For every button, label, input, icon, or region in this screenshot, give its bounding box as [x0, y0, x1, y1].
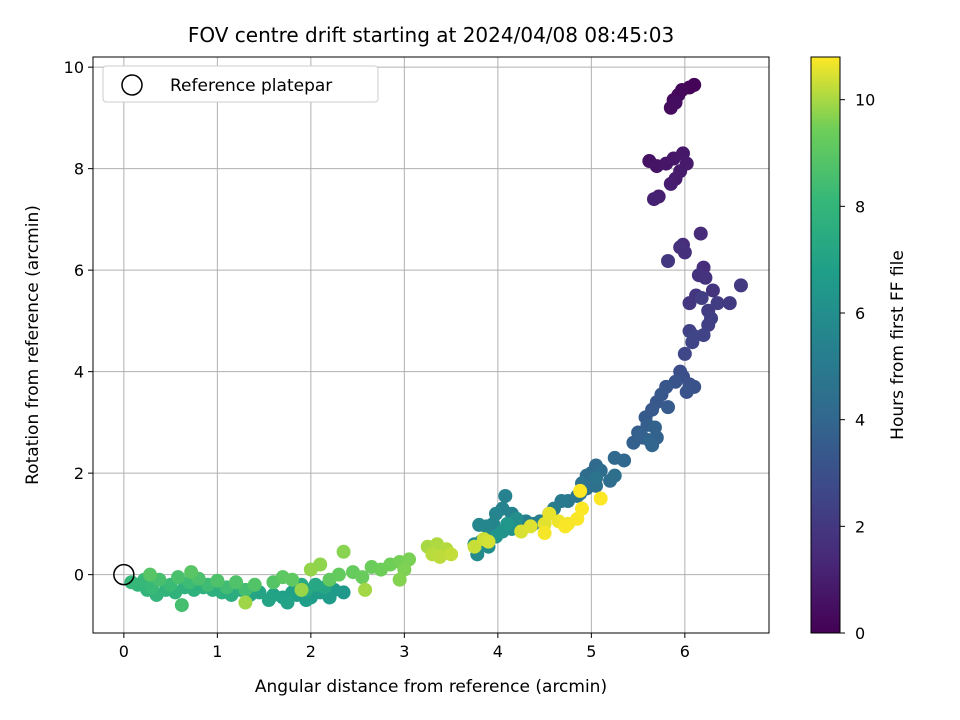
- data-points: [124, 77, 748, 613]
- data-point: [677, 346, 692, 361]
- data-point: [336, 544, 351, 559]
- data-point: [687, 329, 702, 344]
- data-point: [500, 516, 515, 531]
- data-point: [645, 438, 660, 453]
- data-point: [537, 526, 552, 541]
- data-point: [171, 570, 186, 585]
- data-point: [285, 572, 300, 587]
- chart-title: FOV centre drift starting at 2024/04/08 …: [188, 23, 674, 47]
- data-point: [184, 565, 199, 580]
- data-point: [444, 547, 459, 562]
- x-axis-ticks: 0 1 2 3 4 5 6: [119, 633, 690, 661]
- data-point: [542, 506, 557, 521]
- data-point: [679, 384, 694, 399]
- legend: Reference platepar: [102, 65, 379, 103]
- data-point: [174, 598, 189, 613]
- x-tick-label: 3: [399, 642, 409, 661]
- data-point: [210, 573, 225, 588]
- y-tick-label: 8: [74, 160, 84, 179]
- legend-box: [102, 65, 379, 103]
- colorbar-tick-label: 6: [855, 304, 865, 323]
- data-point: [467, 539, 482, 554]
- data-point: [472, 517, 487, 532]
- data-point: [294, 582, 309, 597]
- plot-frame: [92, 56, 770, 634]
- y-axis-ticks: 0 2 4 6 8 10: [64, 58, 93, 585]
- data-point: [558, 519, 573, 534]
- data-point: [710, 296, 725, 311]
- data-point: [694, 291, 709, 306]
- data-point: [663, 176, 678, 191]
- data-point: [673, 240, 688, 255]
- data-point: [661, 400, 676, 415]
- y-axis-label: Rotation from reference (arcmin): [23, 205, 43, 485]
- data-point: [355, 570, 370, 585]
- data-point: [247, 577, 262, 592]
- x-tick-label: 6: [680, 642, 690, 661]
- colorbar-tick-label: 4: [855, 411, 865, 430]
- data-point: [481, 534, 496, 549]
- data-point: [238, 595, 253, 610]
- y-tick-label: 4: [74, 363, 84, 382]
- x-tick-label: 4: [493, 642, 503, 661]
- data-point: [607, 450, 622, 465]
- data-point: [303, 562, 318, 577]
- data-point: [432, 549, 447, 564]
- data-point: [593, 491, 608, 506]
- data-point: [705, 283, 720, 298]
- reference-platepar-marker: [113, 563, 135, 586]
- data-point: [698, 270, 713, 285]
- data-point: [358, 582, 373, 597]
- colorbar: 0 2 4 6 8 10 Hours from first FF file: [810, 56, 908, 643]
- colorbar-label: Hours from first FF file: [888, 250, 908, 440]
- data-point: [693, 226, 708, 241]
- data-point: [280, 595, 295, 610]
- data-point: [573, 483, 588, 498]
- x-tick-label: 5: [586, 642, 596, 661]
- data-point: [682, 296, 697, 311]
- grid-lines: [93, 57, 769, 633]
- data-point: [607, 468, 622, 483]
- colorbar-tick-label: 10: [855, 91, 875, 110]
- y-tick-label: 0: [74, 566, 84, 585]
- data-point: [392, 572, 407, 587]
- y-tick-label: 2: [74, 464, 84, 483]
- colorbar-tick-label: 0: [855, 624, 865, 643]
- data-point: [575, 501, 590, 516]
- data-point: [229, 575, 244, 590]
- y-tick-label: 10: [64, 58, 84, 77]
- data-point: [647, 420, 662, 435]
- colorbar-tick-label: 2: [855, 517, 865, 536]
- legend-marker: [121, 74, 143, 96]
- data-point: [261, 593, 276, 608]
- data-point: [331, 567, 346, 582]
- x-axis-label: Angular distance from reference (arcmin): [255, 677, 607, 697]
- colorbar-tick-label: 8: [855, 197, 865, 216]
- data-point: [498, 488, 513, 503]
- data-point: [733, 278, 748, 293]
- data-point: [661, 254, 676, 269]
- data-point: [523, 519, 538, 534]
- data-point: [589, 471, 604, 486]
- data-point: [646, 192, 661, 207]
- y-tick-label: 6: [74, 261, 84, 280]
- colorbar-gradient: [810, 56, 841, 634]
- data-point: [143, 567, 158, 582]
- x-tick-label: 1: [212, 642, 222, 661]
- x-tick-label: 0: [119, 642, 129, 661]
- data-point: [668, 95, 683, 110]
- colorbar-ticks: 0 2 4 6 8 10: [840, 91, 875, 643]
- legend-entry: Reference platepar: [170, 76, 332, 96]
- data-point: [722, 296, 737, 311]
- x-tick-label: 2: [306, 642, 316, 661]
